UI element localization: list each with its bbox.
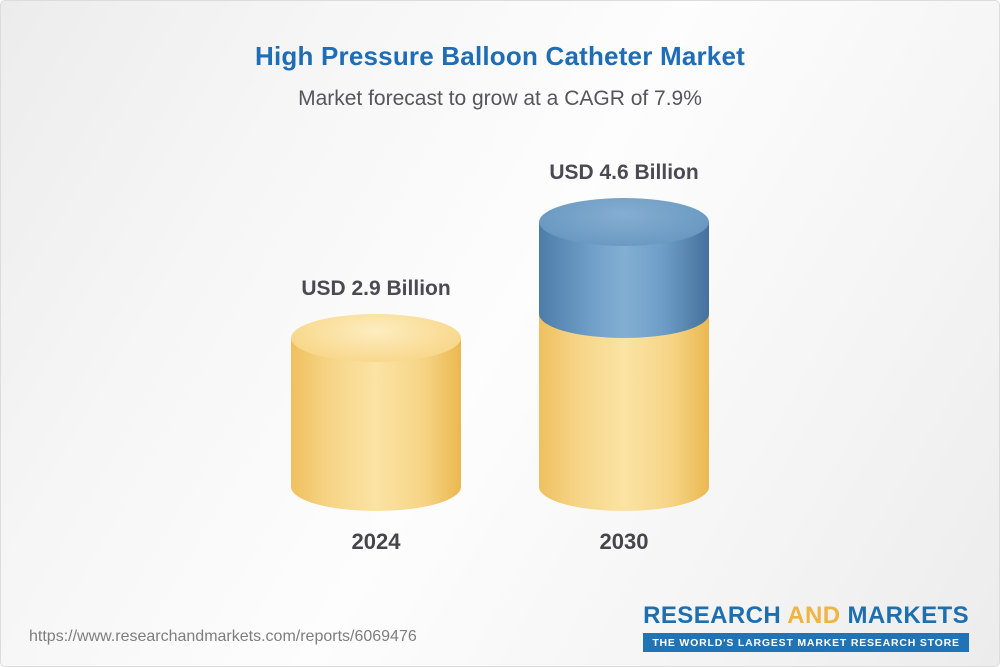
logo-word-markets: MARKETS xyxy=(847,602,969,629)
bar-value-label-2024: USD 2.9 Billion xyxy=(301,277,451,300)
logo-wordmark: RESEARCH AND MARKETS xyxy=(643,602,969,630)
bar-category-label-2030: 2030 xyxy=(599,529,649,554)
logo-word-and: AND xyxy=(787,602,841,629)
bar-value-label-2030: USD 4.6 Billion xyxy=(549,161,699,184)
bar-cylinder-2030 xyxy=(539,198,709,511)
logo-tagline: THE WORLD'S LARGEST MARKET RESEARCH STOR… xyxy=(643,633,969,652)
bar-group-2030: USD 4.6 Billion 2030 xyxy=(539,161,709,554)
page-title: High Pressure Balloon Catheter Market xyxy=(255,41,745,71)
bar-cylinder-2024 xyxy=(291,314,461,511)
bar-group-2024: USD 2.9 Billion 2024 xyxy=(291,277,461,554)
cylinder-cap-yellow xyxy=(291,314,461,362)
report-url-text: https://www.researchandmarkets.com/repor… xyxy=(29,628,417,645)
cylinder-body-yellow-base xyxy=(539,314,709,511)
page-subtitle: Market forecast to grow at a CAGR of 7.9… xyxy=(298,87,702,110)
cylinder-cap-blue xyxy=(539,198,709,246)
cylinder-body-yellow xyxy=(291,338,461,511)
research-and-markets-logo: RESEARCH AND MARKETS THE WORLD'S LARGEST… xyxy=(643,602,969,652)
logo-word-research: RESEARCH xyxy=(643,602,782,629)
bar-category-label-2024: 2024 xyxy=(351,529,401,554)
